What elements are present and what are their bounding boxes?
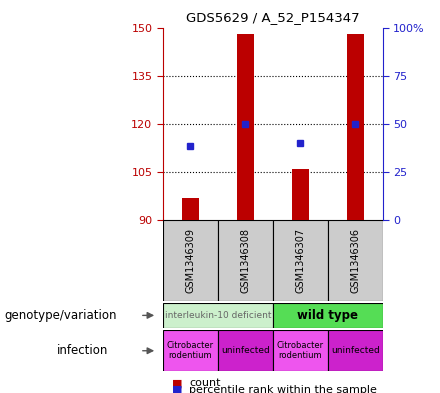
Bar — [163, 330, 218, 371]
Bar — [328, 330, 383, 371]
Text: uninfected: uninfected — [221, 346, 270, 355]
Text: Citrobacter
rodentium: Citrobacter rodentium — [167, 341, 214, 360]
Title: GDS5629 / A_52_P154347: GDS5629 / A_52_P154347 — [186, 11, 359, 24]
Bar — [328, 220, 383, 301]
Bar — [347, 34, 363, 220]
Bar — [237, 34, 253, 220]
Text: interleukin-10 deficient: interleukin-10 deficient — [165, 311, 271, 320]
Text: genotype/variation: genotype/variation — [4, 309, 117, 322]
Bar — [163, 303, 273, 328]
Text: percentile rank within the sample: percentile rank within the sample — [189, 385, 377, 393]
Text: ■: ■ — [172, 378, 182, 388]
Bar — [273, 220, 328, 301]
Bar — [218, 330, 273, 371]
Bar — [218, 220, 273, 301]
Bar — [182, 198, 198, 220]
Bar — [273, 303, 383, 328]
Text: GSM1346307: GSM1346307 — [295, 228, 305, 293]
Text: ■: ■ — [172, 385, 182, 393]
Bar — [292, 169, 308, 220]
Text: uninfected: uninfected — [331, 346, 380, 355]
Text: Citrobacter
rodentium: Citrobacter rodentium — [277, 341, 324, 360]
Text: GSM1346308: GSM1346308 — [240, 228, 250, 293]
Text: GSM1346309: GSM1346309 — [185, 228, 195, 293]
Text: GSM1346306: GSM1346306 — [350, 228, 360, 293]
Bar — [163, 220, 218, 301]
Text: infection: infection — [57, 344, 109, 357]
Text: count: count — [189, 378, 221, 388]
Bar — [273, 330, 328, 371]
Text: wild type: wild type — [297, 309, 358, 322]
